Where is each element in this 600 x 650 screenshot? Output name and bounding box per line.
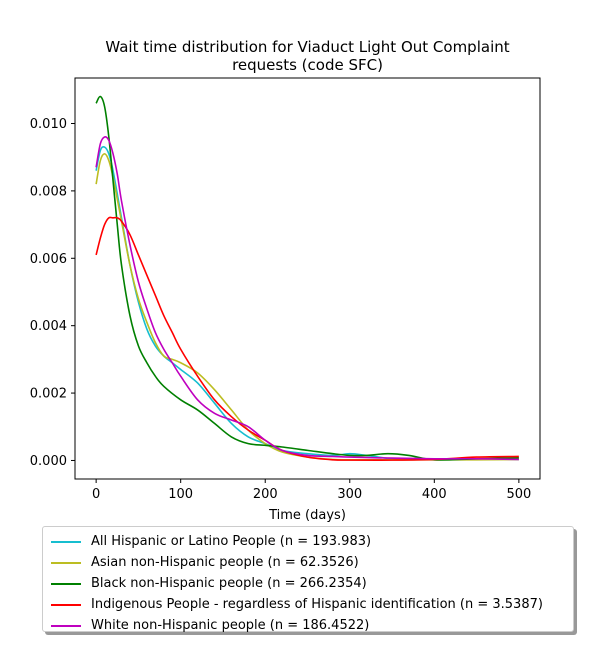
legend-entry: All Hispanic or Latino People (n = 193.9… bbox=[51, 531, 565, 552]
series-line-4 bbox=[95, 216, 519, 461]
legend-label: All Hispanic or Latino People (n = 193.9… bbox=[91, 534, 372, 549]
x-axis: 0 100 200 300 400 500 bbox=[92, 479, 531, 502]
legend-entry: Black non-Hispanic people (n = 266.2354) bbox=[51, 573, 565, 594]
y-tick-label: 0.002 bbox=[30, 387, 67, 402]
series-layer bbox=[95, 95, 519, 461]
series-line-1 bbox=[95, 146, 519, 461]
legend-swatch bbox=[51, 540, 81, 543]
x-axis-label: Time (days) bbox=[268, 508, 346, 523]
legend-label: Asian non-Hispanic people (n = 62.3526) bbox=[91, 555, 359, 570]
plot-frame bbox=[74, 77, 541, 480]
x-tick-label: 400 bbox=[422, 487, 447, 502]
legend-label: White non-Hispanic people (n = 186.4522) bbox=[91, 618, 370, 633]
legend-swatch bbox=[51, 582, 81, 585]
series-line-3 bbox=[95, 95, 519, 461]
y-tick-label: 0.000 bbox=[30, 454, 67, 469]
x-tick-label: 300 bbox=[337, 487, 362, 502]
x-tick-label: 100 bbox=[168, 487, 193, 502]
legend-entry: Indigenous People - regardless of Hispan… bbox=[51, 594, 565, 615]
legend-entry: White non-Hispanic people (n = 186.4522) bbox=[51, 615, 565, 636]
legend-label: Black non-Hispanic people (n = 266.2354) bbox=[91, 576, 367, 591]
legend-swatch bbox=[51, 624, 81, 627]
legend-entry: Asian non-Hispanic people (n = 62.3526) bbox=[51, 552, 565, 573]
y-tick-label: 0.004 bbox=[30, 319, 67, 334]
x-tick-label: 200 bbox=[253, 487, 278, 502]
y-axis: 0.000 0.002 0.004 0.006 0.008 0.010 bbox=[30, 117, 75, 469]
y-tick-label: 0.008 bbox=[30, 184, 67, 199]
x-tick-label: 500 bbox=[506, 487, 531, 502]
chart-title-line-2: requests (code SFC) bbox=[232, 56, 383, 74]
legend-swatch bbox=[51, 603, 81, 606]
series-line-5 bbox=[95, 136, 519, 461]
y-tick-label: 0.006 bbox=[30, 252, 67, 267]
y-tick-label: 0.010 bbox=[30, 117, 67, 132]
legend-swatch bbox=[51, 561, 81, 564]
legend-label: Indigenous People - regardless of Hispan… bbox=[91, 597, 543, 612]
chart-title-line-1: Wait time distribution for Viaduct Light… bbox=[105, 38, 509, 56]
legend: All Hispanic or Latino People (n = 193.9… bbox=[42, 526, 574, 633]
x-tick-label: 0 bbox=[92, 487, 100, 502]
